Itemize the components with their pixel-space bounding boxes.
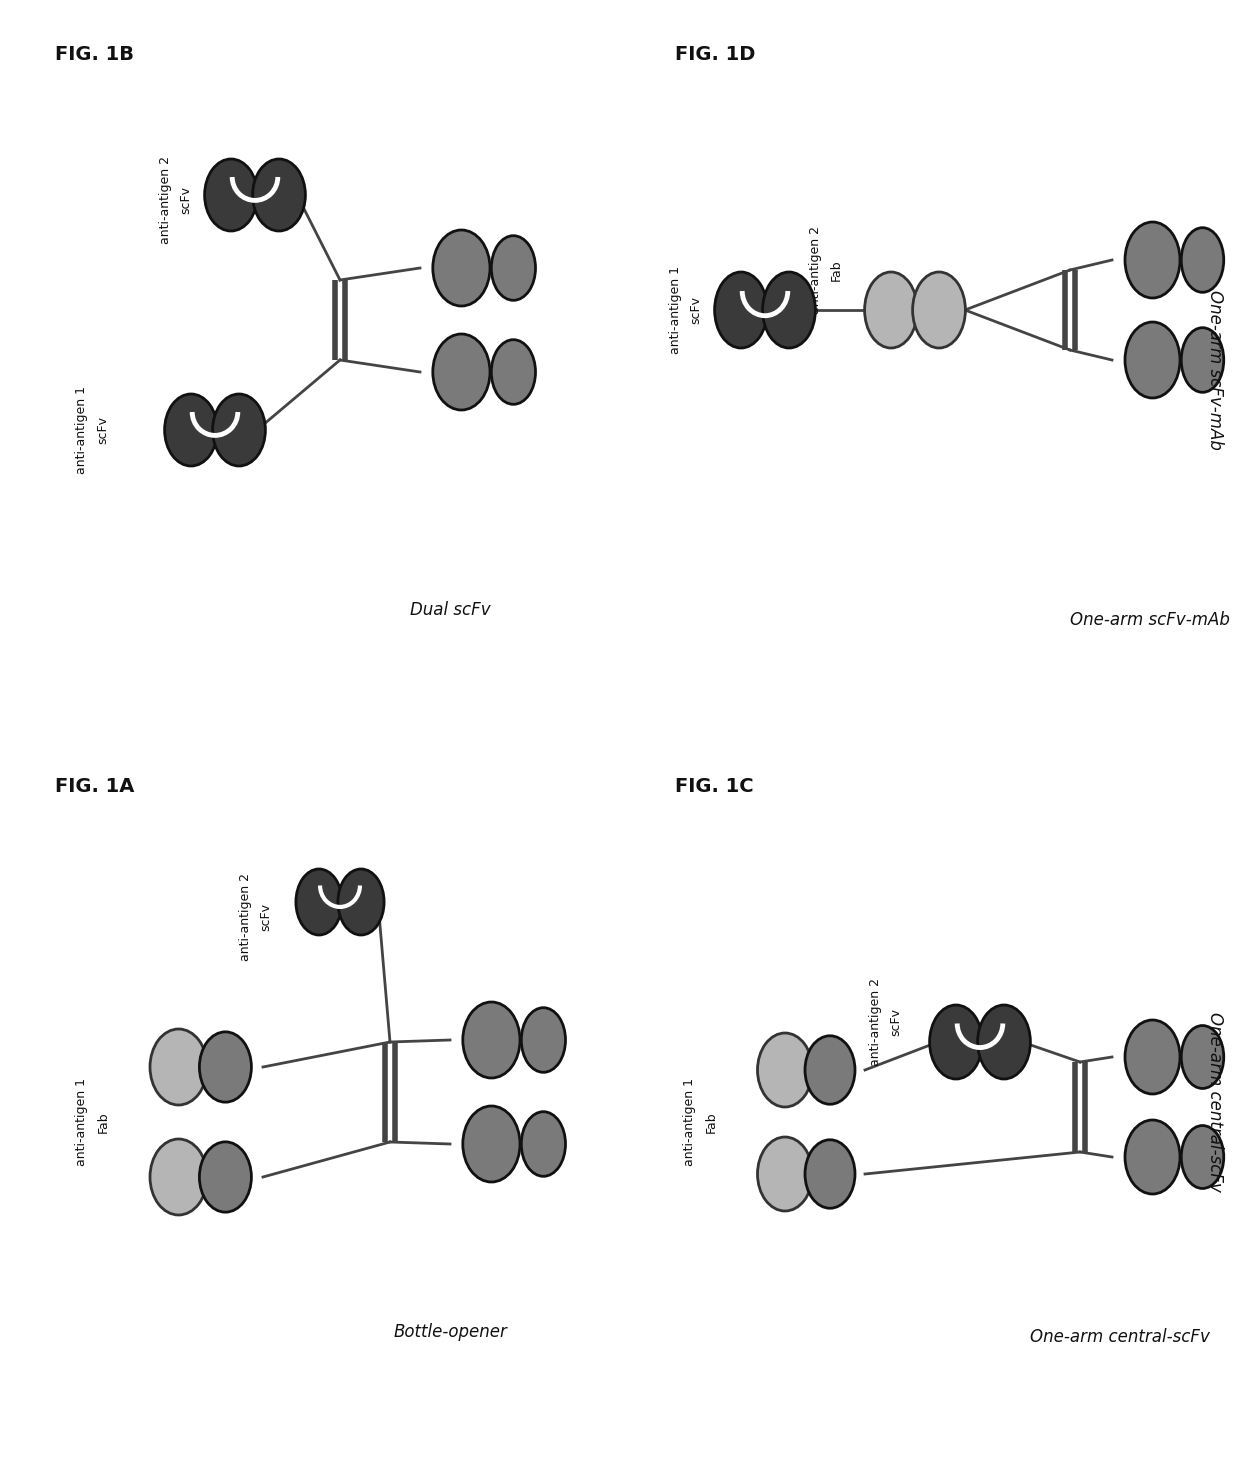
Ellipse shape (1182, 328, 1224, 392)
Ellipse shape (200, 1032, 252, 1102)
Ellipse shape (758, 1138, 812, 1211)
Text: scFv: scFv (97, 416, 109, 444)
Ellipse shape (1125, 223, 1180, 299)
Text: Fab: Fab (97, 1111, 109, 1133)
Ellipse shape (165, 394, 217, 466)
Ellipse shape (763, 272, 816, 348)
Text: anti-antigen 1: anti-antigen 1 (668, 266, 682, 354)
Ellipse shape (150, 1139, 207, 1215)
Text: anti-antigen 1: anti-antigen 1 (76, 1078, 88, 1165)
Text: Dual scFv: Dual scFv (409, 602, 490, 619)
Text: scFv: scFv (180, 186, 192, 214)
Ellipse shape (521, 1007, 565, 1072)
Ellipse shape (930, 1004, 982, 1079)
Text: FIG. 1C: FIG. 1C (675, 777, 754, 796)
Text: Bottle-opener: Bottle-opener (393, 1323, 507, 1341)
Ellipse shape (864, 272, 918, 348)
Text: One-arm scFv-mAb: One-arm scFv-mAb (1207, 290, 1224, 449)
Text: FIG. 1D: FIG. 1D (675, 45, 755, 64)
Text: Fab: Fab (830, 259, 842, 281)
Ellipse shape (1182, 228, 1224, 293)
Text: anti-antigen 2: anti-antigen 2 (159, 157, 171, 244)
Ellipse shape (1182, 1026, 1224, 1088)
Text: FIG. 1B: FIG. 1B (55, 45, 134, 64)
Ellipse shape (433, 230, 490, 306)
Ellipse shape (805, 1035, 856, 1104)
Ellipse shape (1182, 1126, 1224, 1189)
Text: One-arm scFv-mAb: One-arm scFv-mAb (1070, 610, 1230, 630)
Ellipse shape (212, 394, 265, 466)
Ellipse shape (913, 272, 966, 348)
Text: One-arm central-scFv: One-arm central-scFv (1207, 1012, 1224, 1192)
Text: scFv: scFv (889, 1009, 903, 1037)
Text: Fab: Fab (704, 1111, 718, 1133)
Text: anti-antigen 2: anti-antigen 2 (238, 873, 252, 960)
Ellipse shape (200, 1142, 252, 1212)
Text: anti-antigen 1: anti-antigen 1 (76, 386, 88, 474)
Text: FIG. 1A: FIG. 1A (55, 777, 134, 796)
Ellipse shape (433, 334, 490, 410)
Text: anti-antigen 1: anti-antigen 1 (683, 1078, 697, 1165)
Text: anti-antigen 2: anti-antigen 2 (808, 225, 821, 313)
Ellipse shape (1125, 1020, 1180, 1094)
Text: One-arm central-scFv: One-arm central-scFv (1030, 1328, 1210, 1345)
Ellipse shape (463, 1105, 520, 1181)
Text: scFv: scFv (689, 296, 703, 324)
Text: anti-antigen 2: anti-antigen 2 (868, 978, 882, 1066)
Ellipse shape (296, 870, 342, 935)
Ellipse shape (491, 340, 536, 404)
Ellipse shape (205, 160, 258, 231)
Ellipse shape (491, 236, 536, 300)
Ellipse shape (253, 160, 305, 231)
Ellipse shape (1125, 322, 1180, 398)
Ellipse shape (150, 1029, 207, 1105)
Ellipse shape (463, 1001, 520, 1078)
Ellipse shape (805, 1140, 856, 1208)
Ellipse shape (521, 1111, 565, 1176)
Ellipse shape (758, 1034, 812, 1107)
Ellipse shape (337, 870, 384, 935)
Ellipse shape (977, 1004, 1030, 1079)
Text: scFv: scFv (259, 903, 273, 931)
Ellipse shape (1125, 1120, 1180, 1195)
Ellipse shape (714, 272, 768, 348)
